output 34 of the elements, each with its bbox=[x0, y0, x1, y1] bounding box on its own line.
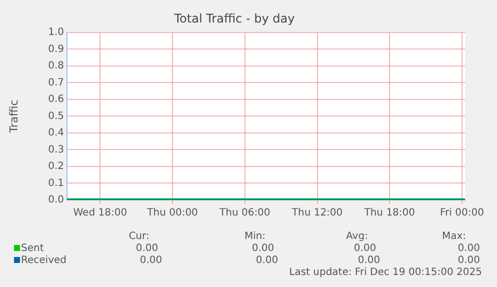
text: 0.00 bbox=[458, 243, 480, 255]
y-axis-title: Traffic bbox=[7, 100, 20, 134]
x-tick-label: Wed 18:00 bbox=[73, 208, 128, 219]
legend-label: Received bbox=[20, 255, 66, 267]
x-tick-label: Thu 06:00 bbox=[218, 208, 270, 219]
y-tick-label: 0.8 bbox=[48, 60, 64, 72]
text: 0.00 bbox=[354, 243, 376, 255]
y-tick-label: 0.3 bbox=[48, 144, 64, 156]
y-tick-label: 0.0 bbox=[48, 194, 64, 206]
text: 0.00 bbox=[358, 255, 380, 267]
y-tick-label: 0.4 bbox=[48, 128, 64, 139]
text: 0.00 bbox=[136, 243, 158, 255]
text: 0.00 bbox=[140, 255, 162, 267]
text: 0.00 bbox=[458, 255, 480, 267]
text: Min: bbox=[244, 231, 266, 243]
x-tick-label: Thu 12:00 bbox=[290, 208, 343, 219]
text: Avg: bbox=[346, 231, 368, 243]
text: Cur: bbox=[128, 231, 150, 243]
y-tick-label: 0.5 bbox=[48, 110, 64, 122]
text: 0.00 bbox=[252, 243, 274, 255]
text: Max: bbox=[442, 231, 466, 243]
y-tick-label: 0.7 bbox=[48, 77, 64, 88]
text: Last update: Fri Dec 19 00:15:00 2025 bbox=[289, 267, 482, 279]
y-tick-label: 0.6 bbox=[48, 94, 64, 106]
x-tick-label: Thu 18:00 bbox=[363, 208, 416, 219]
chart-title: Total Traffic - by day bbox=[173, 11, 295, 26]
y-tick-label: 0.2 bbox=[48, 161, 64, 172]
y-tick-label: 0.9 bbox=[48, 44, 64, 55]
text: 0.00 bbox=[256, 255, 278, 267]
y-tick-label: 1.0 bbox=[48, 26, 64, 38]
x-tick-label: Fri 00:00 bbox=[440, 208, 484, 219]
legend-label: Sent bbox=[20, 243, 44, 255]
y-tick-label: 0.1 bbox=[48, 178, 64, 189]
x-tick-label: Thu 00:00 bbox=[146, 208, 198, 219]
